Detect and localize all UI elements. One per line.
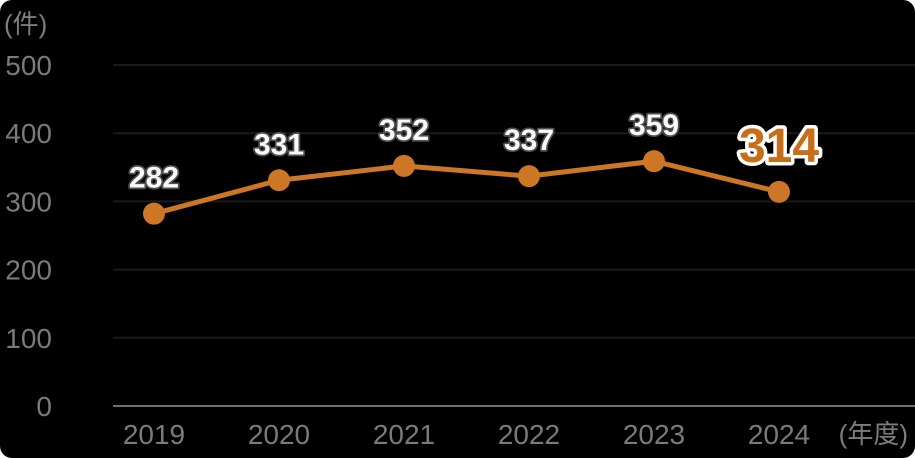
y-tick-label: 400 (5, 118, 52, 149)
data-label: 352 (379, 114, 429, 147)
y-tick-label: 200 (5, 255, 52, 286)
data-series-line (153, 158, 780, 217)
y-tick-label: 300 (5, 186, 52, 217)
x-tick-label: 2019 (123, 419, 185, 450)
data-point-marker (768, 180, 790, 203)
data-point-marker (268, 169, 290, 192)
data-label: 359 (629, 109, 679, 142)
x-tick-label: 2023 (623, 419, 685, 450)
x-tick-label: 2020 (248, 419, 310, 450)
data-point-marker (518, 165, 540, 188)
data-label: 337 (504, 124, 554, 157)
data-label: 331 (254, 128, 304, 161)
x-axis-unit-label: (年度) (838, 419, 908, 450)
y-axis-unit-label: (件) (4, 9, 48, 39)
y-tick-label: 500 (5, 50, 52, 81)
x-tick-label: 2022 (498, 419, 560, 450)
data-point-marker (393, 154, 415, 177)
y-tick-label: 100 (5, 323, 52, 354)
y-tick-label: 0 (36, 391, 52, 422)
x-tick-label: 2021 (373, 419, 435, 450)
data-label: 282 (129, 162, 179, 195)
data-label-final: 314 (739, 120, 819, 173)
data-point-marker (143, 202, 165, 225)
data-point-marker (643, 150, 665, 173)
x-tick-label: 2024 (748, 419, 810, 450)
